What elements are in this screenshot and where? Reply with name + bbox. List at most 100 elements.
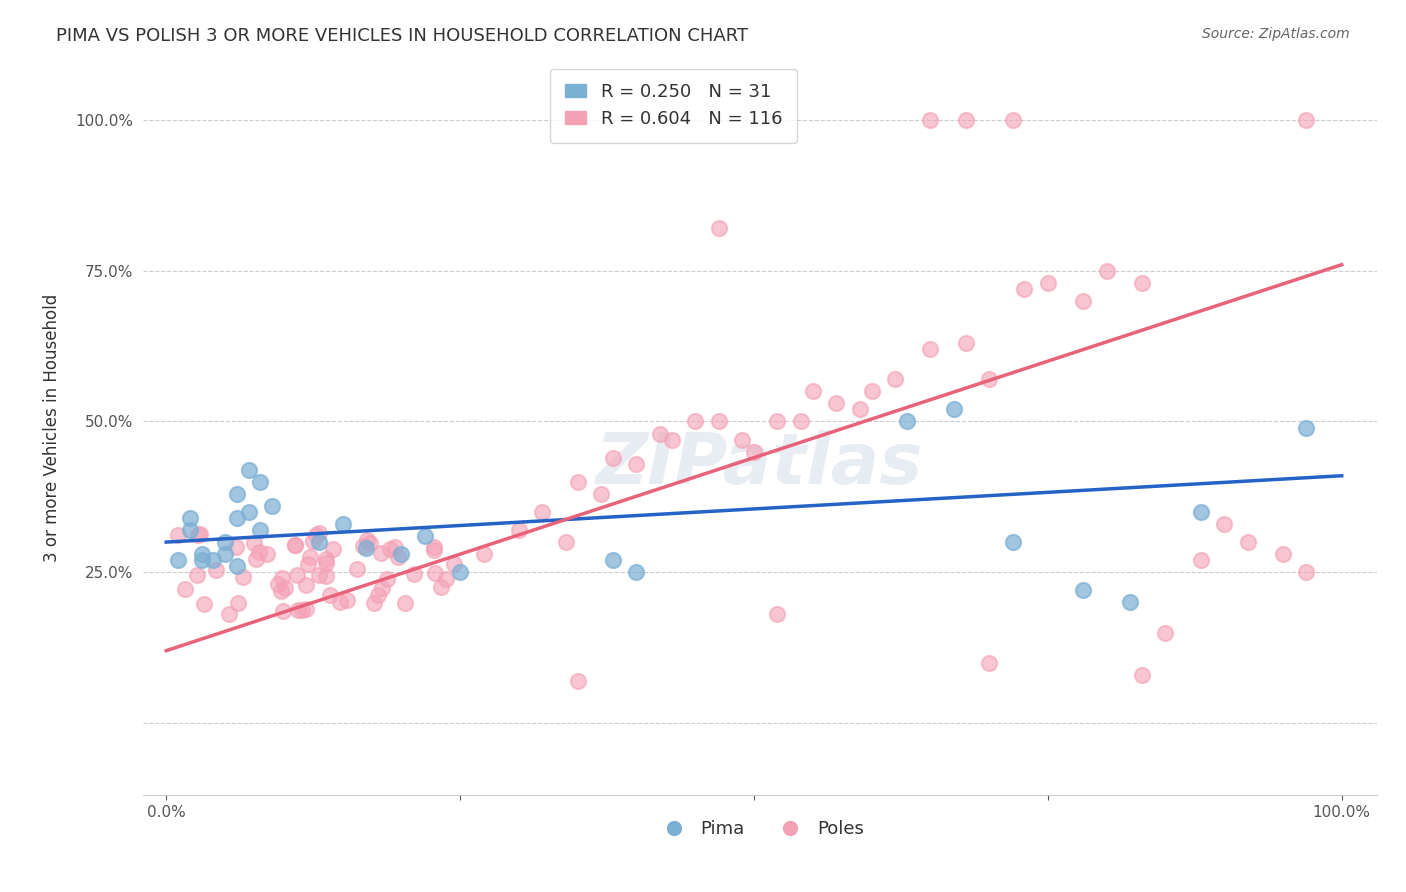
Point [1071, 583, 1094, 598]
Point [188, 526, 211, 541]
Point [567, 673, 589, 688]
Point [1130, 276, 1153, 290]
Point [274, 582, 297, 596]
Point [346, 562, 368, 576]
Point [602, 450, 624, 465]
Point [1189, 505, 1212, 519]
Point [308, 567, 330, 582]
Point [202, 553, 225, 567]
Point [567, 475, 589, 489]
Point [328, 595, 350, 609]
Point [766, 607, 789, 622]
Point [1001, 112, 1024, 127]
Y-axis label: 3 or more Vehicles in Household: 3 or more Vehicles in Household [44, 293, 60, 562]
Text: Source: ZipAtlas.com: Source: ZipAtlas.com [1202, 27, 1350, 41]
Point [284, 537, 307, 551]
Point [305, 528, 328, 542]
Point [1071, 293, 1094, 308]
Point [434, 573, 457, 587]
Point [790, 414, 813, 428]
Point [187, 527, 209, 541]
Point [371, 582, 394, 596]
Point [186, 568, 208, 582]
Point [363, 596, 385, 610]
Point [920, 112, 942, 127]
Point [270, 584, 292, 599]
Point [591, 487, 613, 501]
Point [707, 221, 730, 235]
Point [1213, 516, 1236, 531]
Text: PIMA VS POLISH 3 OR MORE VEHICLES IN HOUSEHOLD CORRELATION CHART: PIMA VS POLISH 3 OR MORE VEHICLES IN HOU… [56, 27, 748, 45]
Point [214, 547, 236, 561]
Point [271, 571, 294, 585]
Point [359, 536, 381, 550]
Point [1189, 553, 1212, 567]
Point [1130, 667, 1153, 681]
Point [626, 457, 648, 471]
Point [1271, 547, 1294, 561]
Point [315, 556, 337, 570]
Point [225, 487, 247, 501]
Point [896, 414, 918, 428]
Point [422, 543, 444, 558]
Point [707, 414, 730, 428]
Legend: Pima, Poles: Pima, Poles [648, 813, 872, 846]
Point [1036, 276, 1059, 290]
Point [245, 552, 267, 566]
Point [322, 542, 344, 557]
Point [204, 563, 226, 577]
Point [1095, 263, 1118, 277]
Point [367, 588, 389, 602]
Point [249, 475, 271, 489]
Point [249, 523, 271, 537]
Point [731, 433, 754, 447]
Point [218, 607, 240, 621]
Point [848, 402, 870, 417]
Point [1236, 535, 1258, 549]
Point [1154, 625, 1177, 640]
Point [920, 342, 942, 356]
Point [315, 551, 337, 566]
Point [884, 372, 907, 386]
Point [1119, 595, 1142, 609]
Point [190, 547, 212, 561]
Point [554, 535, 576, 549]
Point [190, 553, 212, 567]
Point [860, 384, 883, 399]
Point [301, 533, 323, 548]
Point [389, 547, 412, 561]
Point [742, 444, 765, 458]
Point [238, 505, 260, 519]
Point [225, 540, 247, 554]
Point [232, 569, 254, 583]
Point [423, 540, 446, 554]
Point [626, 566, 648, 580]
Point [308, 526, 330, 541]
Point [319, 588, 342, 602]
Point [1295, 112, 1317, 127]
Point [260, 499, 283, 513]
Point [287, 603, 309, 617]
Point [226, 596, 249, 610]
Point [1295, 566, 1317, 580]
Point [449, 566, 471, 580]
Point [238, 463, 260, 477]
Point [332, 516, 354, 531]
Point [167, 528, 190, 542]
Point [225, 511, 247, 525]
Point [225, 559, 247, 574]
Point [801, 384, 824, 399]
Point [1295, 420, 1317, 434]
Point [193, 597, 215, 611]
Point [315, 568, 337, 582]
Point [955, 336, 977, 351]
Point [531, 505, 554, 519]
Point [955, 112, 977, 127]
Point [648, 426, 671, 441]
Point [423, 566, 446, 581]
Point [336, 593, 359, 607]
Point [179, 523, 201, 537]
Point [266, 577, 288, 591]
Point [356, 533, 378, 547]
Point [1001, 535, 1024, 549]
